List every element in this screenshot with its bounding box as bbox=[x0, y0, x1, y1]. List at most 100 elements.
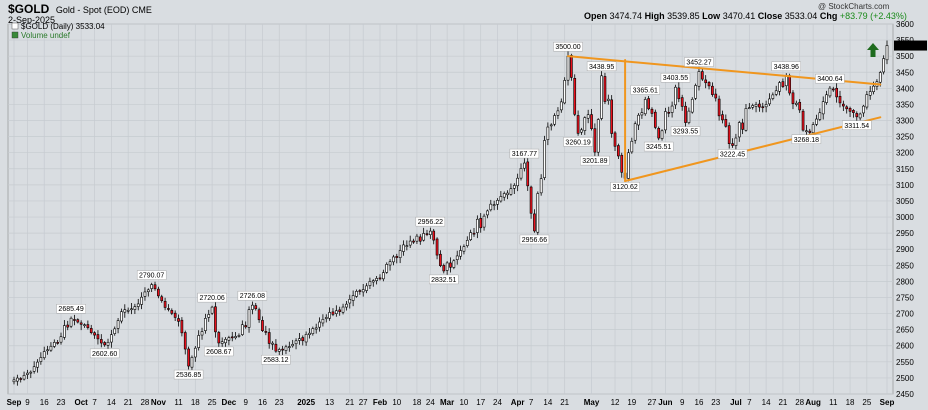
candles bbox=[12, 40, 889, 386]
candle-body bbox=[240, 324, 244, 335]
candle-body bbox=[69, 317, 73, 327]
candle-body bbox=[39, 357, 43, 362]
candle-body bbox=[539, 178, 543, 194]
legend-swatch bbox=[11, 22, 19, 30]
y-tick-label: 2500 bbox=[896, 374, 914, 383]
candle-body bbox=[469, 232, 472, 240]
candle-body bbox=[382, 272, 385, 280]
candle-body bbox=[73, 319, 76, 321]
x-tick-label: 7 bbox=[529, 398, 534, 407]
annotation-box bbox=[173, 369, 204, 380]
candle-body bbox=[281, 348, 284, 351]
candle-body bbox=[640, 112, 644, 116]
candle-body bbox=[781, 81, 785, 87]
candle-body bbox=[435, 238, 439, 256]
x-tick-label: 11 bbox=[829, 398, 838, 407]
candle-body bbox=[56, 342, 59, 344]
candle-body bbox=[217, 332, 221, 344]
annotation-box bbox=[670, 126, 701, 136]
candle-body bbox=[754, 104, 758, 107]
x-tick-label: 28 bbox=[140, 398, 149, 407]
annotation-box bbox=[136, 270, 167, 280]
x-tick-label: 11 bbox=[174, 398, 183, 407]
candle-body bbox=[590, 114, 593, 129]
candle-body bbox=[22, 375, 26, 380]
candle-body bbox=[418, 236, 422, 242]
candle-body bbox=[768, 98, 771, 105]
x-tick-label: 18 bbox=[412, 398, 421, 407]
candle-body bbox=[402, 244, 405, 252]
candle-body bbox=[751, 105, 755, 108]
candle-body bbox=[798, 101, 802, 111]
candle-body bbox=[237, 335, 241, 337]
candle-body bbox=[230, 336, 234, 339]
candle-body bbox=[398, 250, 402, 258]
x-tick-label: 14 bbox=[107, 398, 116, 407]
candle-body bbox=[361, 289, 365, 293]
candle-body bbox=[821, 101, 825, 115]
candle-body bbox=[308, 332, 311, 336]
candle-body bbox=[422, 233, 425, 241]
y-tick-label: 3000 bbox=[896, 213, 914, 222]
last-price-box bbox=[894, 40, 927, 51]
candle-body bbox=[170, 310, 174, 314]
candle-body bbox=[828, 87, 832, 97]
candle-body bbox=[224, 339, 227, 344]
x-tick-label: 9 bbox=[243, 398, 248, 407]
candle-body bbox=[549, 124, 553, 127]
candle-body bbox=[519, 168, 523, 179]
candle-body bbox=[586, 114, 590, 119]
close-label: Close bbox=[757, 11, 783, 21]
legend-swatch bbox=[11, 31, 19, 39]
candle-body bbox=[566, 55, 570, 81]
x-tick-label: 7 bbox=[92, 398, 97, 407]
candle-body bbox=[687, 110, 691, 123]
candle-body bbox=[143, 291, 147, 297]
x-tick-label: Oct bbox=[74, 398, 88, 407]
x-tick-label: Jul bbox=[730, 398, 742, 407]
candle-body bbox=[277, 349, 281, 352]
change-label: Chg bbox=[819, 11, 838, 21]
candle-body bbox=[328, 312, 331, 319]
x-tick-label: Apr bbox=[511, 398, 525, 407]
legend-price: $GOLD (Daily) 3533.04 bbox=[21, 22, 105, 31]
candle-body bbox=[670, 105, 674, 113]
candle-body bbox=[523, 162, 526, 169]
annotation-label: 3500.00 bbox=[555, 44, 580, 51]
annotation-box bbox=[197, 292, 227, 303]
candle-body bbox=[462, 246, 466, 252]
annotation-label: 3400.64 bbox=[817, 76, 842, 83]
x-tick-label: Nov bbox=[151, 398, 167, 407]
x-tick-label: 18 bbox=[191, 398, 200, 407]
x-tick-label: 24 bbox=[426, 398, 435, 407]
candle-body bbox=[385, 264, 389, 273]
candle-body bbox=[808, 130, 812, 133]
x-tick-label: 19 bbox=[627, 398, 636, 407]
candle-body bbox=[180, 319, 184, 334]
candle-body bbox=[778, 82, 781, 92]
candle-body bbox=[32, 366, 36, 372]
candle-body bbox=[371, 280, 375, 283]
candle-body bbox=[536, 193, 540, 233]
candle-body bbox=[244, 325, 248, 328]
x-tick-label: 12 bbox=[611, 398, 620, 407]
candle-body bbox=[284, 346, 288, 351]
candle-body bbox=[301, 337, 305, 342]
candle-body bbox=[63, 325, 66, 338]
candle-body bbox=[26, 372, 29, 375]
candle-body bbox=[465, 240, 469, 246]
candle-body bbox=[724, 119, 728, 127]
y-tick-label: 2900 bbox=[896, 245, 914, 254]
candle-body bbox=[136, 303, 140, 307]
annotation-label: 3260.19 bbox=[565, 139, 590, 146]
candle-body bbox=[546, 126, 550, 140]
candle-body bbox=[516, 177, 519, 187]
candle-body bbox=[153, 284, 157, 290]
candle-body bbox=[42, 351, 46, 359]
candle-body bbox=[610, 99, 614, 134]
chart-date: 2-Sep-2025 bbox=[8, 15, 56, 25]
x-tick-label: 16 bbox=[40, 398, 49, 407]
candle-body bbox=[727, 125, 731, 144]
candle-body bbox=[620, 154, 624, 173]
candle-body bbox=[533, 213, 536, 232]
